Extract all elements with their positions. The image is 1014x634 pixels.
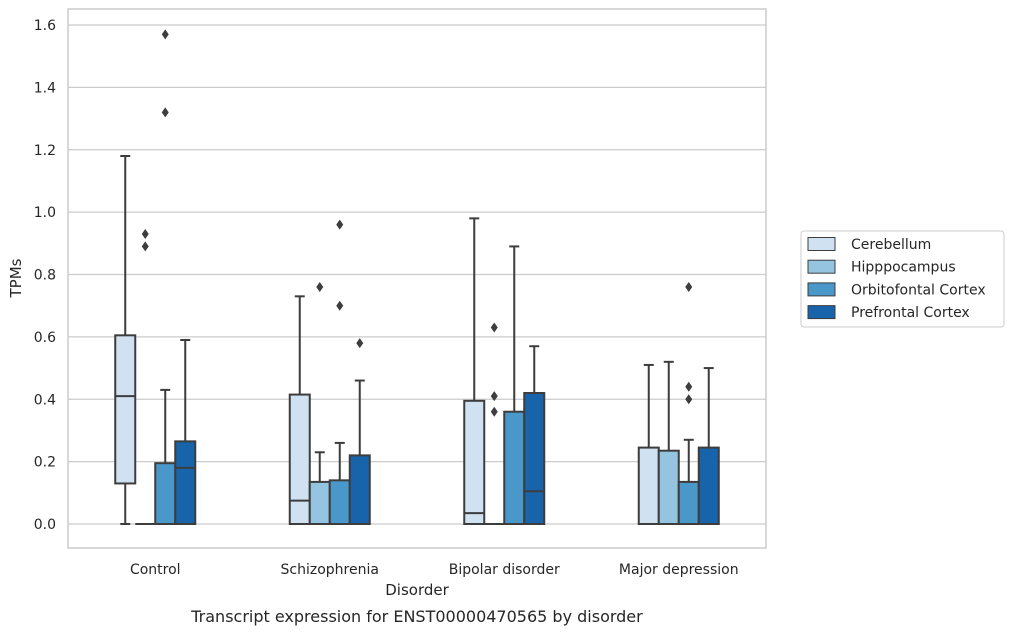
y-tick-label: 0.6 [34,330,56,346]
outlier-point [685,281,693,292]
box-prefrontal-cortex [348,338,371,526]
x-axis-title: Disorder [385,581,449,599]
outlier-point [356,338,364,349]
x-tick-label: Control [130,562,181,578]
y-tick-label: 1.0 [34,205,56,221]
y-tick-label: 0.8 [34,268,56,284]
outlier-point [685,394,693,405]
outlier-point [161,29,169,40]
box-hipppocampus [135,228,156,525]
legend-swatch [807,282,836,297]
boxes [114,29,720,526]
outlier-point [490,406,498,417]
y-tick-label: 0.2 [34,455,56,471]
box-body [288,393,311,525]
y-axis-title: TPMs [7,258,25,298]
legend-swatch [807,259,836,274]
box-body [503,410,526,526]
legend-item: Cerebellum [807,237,931,253]
x-tick-label: Major depression [619,562,739,578]
box-cerebellum [637,363,660,526]
legend-frame [800,230,1005,328]
box-body [523,392,546,526]
outlier-point [141,241,149,252]
outlier-point [161,107,169,118]
outlier-point [490,391,498,402]
box-body [463,399,486,526]
box-orbitofontal-cortex [677,281,700,526]
x-tick-labels: Control Schizophrenia Bipolar disorder Majo… [130,562,739,578]
box-body [174,440,197,525]
plot-area-frame [67,8,767,549]
box-body [657,449,680,526]
box-body [154,462,177,526]
box-body [637,446,660,526]
box-prefrontal-cortex [174,338,197,525]
outlier-point [141,228,149,239]
legend: Cerebellum Hipppocampus Orbitofontal Corte… [800,230,1005,328]
box-body [677,480,700,526]
y-tick-labels: 0.0 0.2 0.4 0.6 0.8 1.0 1.2 1.4 1.6 [34,18,56,533]
chart-caption: Transcript expression for ENST0000047056… [190,607,643,626]
box-body [697,446,720,526]
outlier-point [336,219,344,230]
y-tick-label: 1.2 [34,143,56,159]
box-cerebellum [288,295,311,525]
box-body [328,479,351,525]
box-cerebellum [114,154,137,525]
legend-label: Cerebellum [851,237,931,253]
y-tick-label: 1.6 [34,18,56,34]
legend-item: Prefrontal Cortex [807,305,970,321]
box-body [308,480,331,526]
outlier-point [685,381,693,392]
y-tick-label: 0.4 [34,392,56,408]
legend-label: Orbitofontal Cortex [851,282,986,298]
legend-label: Hipppocampus [851,260,956,276]
outlier-point [316,281,324,292]
outlier-point [336,300,344,311]
legend-item: Hipppocampus [807,259,956,276]
box-hipppocampus [308,281,331,526]
x-tick-label: Bipolar disorder [449,562,560,578]
outlier-point [490,322,498,333]
y-tick-label: 1.4 [34,80,56,96]
box-prefrontal-cortex [697,367,720,526]
box-body [348,454,371,526]
legend-swatch [807,305,836,320]
legend-label: Prefrontal Cortex [851,305,970,321]
box-orbitofontal-cortex [503,245,526,526]
box-body [114,334,137,485]
y-tick-label: 0.0 [34,517,56,533]
legend-swatch [807,237,836,251]
box-orbitofontal-cortex [154,29,177,526]
legend-item: Orbitofontal Cortex [807,282,986,298]
box-hipppocampus [484,322,505,525]
x-tick-label: Schizophrenia [281,562,379,578]
box-cerebellum [463,217,486,526]
box-prefrontal-cortex [523,345,546,526]
